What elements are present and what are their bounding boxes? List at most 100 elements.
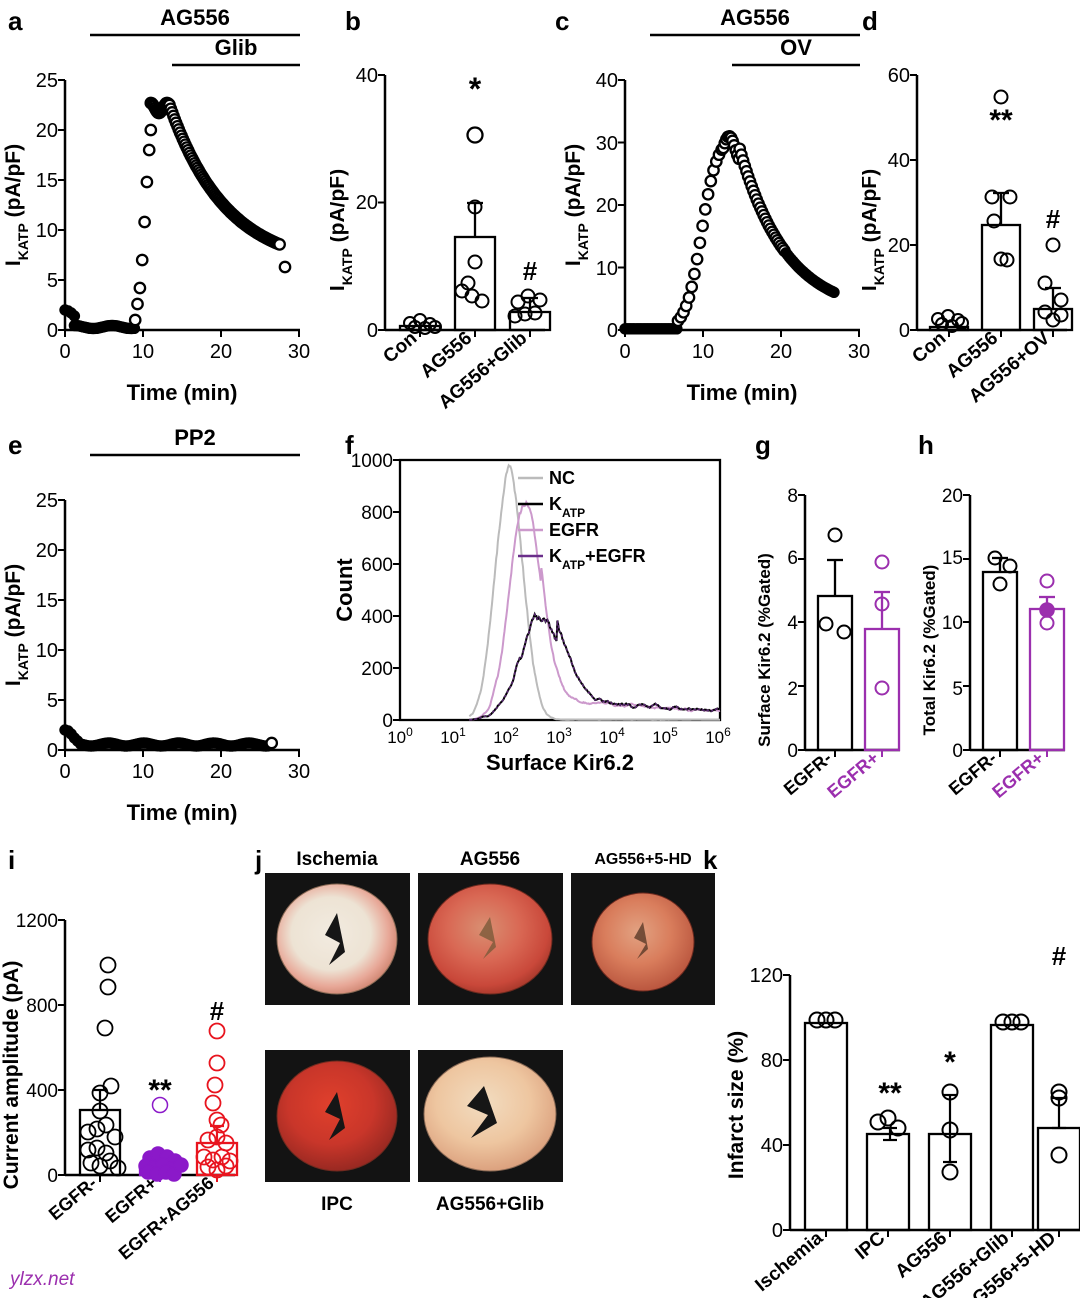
svg-text:800: 800 <box>26 996 58 1017</box>
svg-text:20: 20 <box>942 486 963 507</box>
svg-text:AG556+5-HD: AG556+5-HD <box>594 851 691 868</box>
svg-text:*: * <box>944 1046 956 1079</box>
svg-text:IKATP (pA/pF): IKATP (pA/pF) <box>330 169 355 291</box>
svg-text:102: 102 <box>493 725 519 747</box>
svg-text:200: 200 <box>361 659 393 680</box>
svg-text:Infarct size (%): Infarct size (%) <box>725 1031 748 1179</box>
svg-text:1000: 1000 <box>351 451 393 472</box>
svg-text:0: 0 <box>607 320 618 342</box>
svg-text:1200: 1200 <box>16 911 58 932</box>
svg-text:**: ** <box>148 1074 172 1107</box>
svg-text:0: 0 <box>47 740 58 762</box>
svg-text:0: 0 <box>787 741 798 762</box>
svg-text:Current amplitude (pA): Current amplitude (pA) <box>0 961 23 1190</box>
svg-text:Con: Con <box>908 328 950 368</box>
svg-text:**: ** <box>878 1077 902 1110</box>
svg-text:ylzx.net: ylzx.net <box>8 1269 75 1290</box>
svg-text:5: 5 <box>952 679 963 700</box>
svg-text:Time (min): Time (min) <box>687 380 798 405</box>
svg-text:40: 40 <box>761 1135 783 1157</box>
svg-text:104: 104 <box>599 725 625 747</box>
svg-text:Surface Kir6.2 (%Gated): Surface Kir6.2 (%Gated) <box>755 553 774 747</box>
svg-text:IPC: IPC <box>851 1228 889 1265</box>
svg-text:Time (min): Time (min) <box>127 380 238 405</box>
svg-text:600: 600 <box>361 555 393 576</box>
svg-text:40: 40 <box>356 65 378 87</box>
svg-text:5: 5 <box>47 690 58 712</box>
svg-text:20: 20 <box>210 341 232 363</box>
svg-text:Count: Count <box>332 558 357 622</box>
svg-text:2: 2 <box>787 679 798 700</box>
svg-text:10: 10 <box>596 258 618 280</box>
svg-text:8: 8 <box>787 486 798 507</box>
svg-text:800: 800 <box>361 503 393 524</box>
svg-text:20: 20 <box>36 120 58 142</box>
svg-text:IKATP (pA/pF): IKATP (pA/pF) <box>2 564 31 686</box>
svg-text:120: 120 <box>750 965 783 987</box>
svg-text:15: 15 <box>942 548 963 569</box>
svg-text:106: 106 <box>705 725 731 747</box>
svg-text:IPC: IPC <box>321 1194 353 1215</box>
svg-text:10: 10 <box>36 220 58 242</box>
svg-text:20: 20 <box>888 235 910 257</box>
svg-text:#: # <box>523 256 538 286</box>
svg-text:AG556: AG556 <box>892 1228 952 1283</box>
svg-text:15: 15 <box>36 170 58 192</box>
svg-text:105: 105 <box>652 725 678 747</box>
svg-text:0: 0 <box>952 741 963 762</box>
svg-text:AG556: AG556 <box>160 5 230 30</box>
svg-text:40: 40 <box>888 150 910 172</box>
svg-text:**: ** <box>989 104 1013 137</box>
svg-text:0: 0 <box>619 341 630 363</box>
svg-text:AG556: AG556 <box>720 5 790 30</box>
svg-text:20: 20 <box>356 192 378 214</box>
svg-text:Ischemia: Ischemia <box>296 849 378 870</box>
svg-text:15: 15 <box>36 590 58 612</box>
svg-text:PP2: PP2 <box>174 425 216 450</box>
svg-text:25: 25 <box>36 490 58 512</box>
svg-text:IKATP (pA/pF): IKATP (pA/pF) <box>2 144 31 266</box>
svg-text:#: # <box>1046 204 1061 234</box>
svg-text:10: 10 <box>36 640 58 662</box>
svg-text:KATP+EGFR: KATP+EGFR <box>549 546 646 572</box>
svg-text:10: 10 <box>132 761 154 783</box>
svg-text:0: 0 <box>899 320 910 342</box>
svg-text:AG556: AG556 <box>460 849 520 870</box>
svg-text:Total Kir6.2 (%Gated): Total Kir6.2 (%Gated) <box>920 565 939 736</box>
svg-text:30: 30 <box>288 761 310 783</box>
svg-text:60: 60 <box>888 65 910 87</box>
svg-text:0: 0 <box>47 320 58 342</box>
svg-text:10: 10 <box>132 341 154 363</box>
svg-text:20: 20 <box>210 761 232 783</box>
svg-text:Ischemia: Ischemia <box>751 1227 827 1296</box>
svg-text:25: 25 <box>36 70 58 92</box>
svg-text:0: 0 <box>47 1166 58 1187</box>
svg-text:0: 0 <box>367 320 378 342</box>
svg-text:10: 10 <box>692 341 714 363</box>
svg-text:6: 6 <box>787 548 798 569</box>
svg-text:AG556+Glib: AG556+Glib <box>436 1194 544 1215</box>
svg-text:20: 20 <box>36 540 58 562</box>
svg-text:IKATP (pA/pF): IKATP (pA/pF) <box>562 144 591 266</box>
svg-text:20: 20 <box>770 341 792 363</box>
svg-text:40: 40 <box>596 70 618 92</box>
svg-text:Time (min): Time (min) <box>127 800 238 825</box>
svg-text:30: 30 <box>288 341 310 363</box>
svg-text:OV: OV <box>780 35 812 60</box>
svg-text:80: 80 <box>761 1050 783 1072</box>
svg-text:*: * <box>469 71 482 107</box>
svg-text:0: 0 <box>59 341 70 363</box>
svg-text:30: 30 <box>596 133 618 155</box>
svg-text:400: 400 <box>26 1081 58 1102</box>
svg-text:0: 0 <box>59 761 70 783</box>
svg-text:#: # <box>210 996 225 1026</box>
svg-text:5: 5 <box>47 270 58 292</box>
svg-text:Surface Kir6.2: Surface Kir6.2 <box>486 750 634 775</box>
svg-text:0: 0 <box>772 1220 783 1242</box>
svg-text:101: 101 <box>440 725 466 747</box>
svg-text:EGFR+: EGFR+ <box>988 748 1047 802</box>
svg-text:103: 103 <box>546 725 572 747</box>
svg-text:4: 4 <box>787 613 798 634</box>
svg-text:20: 20 <box>596 195 618 217</box>
svg-text:EGFR: EGFR <box>549 520 599 540</box>
